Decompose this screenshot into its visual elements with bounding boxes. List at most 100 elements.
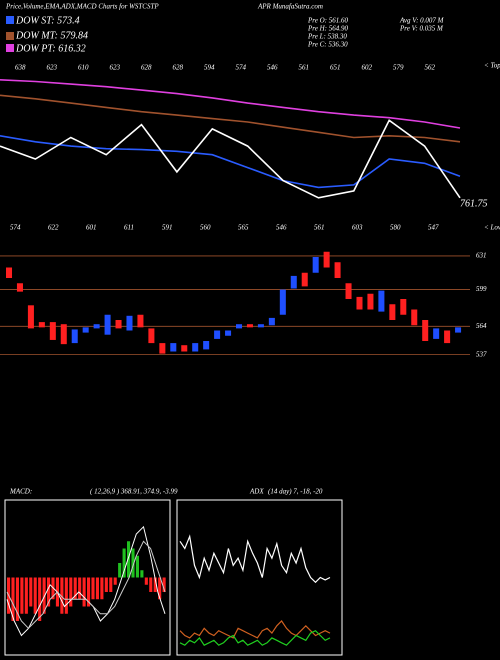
top-label: < Top	[484, 62, 500, 70]
candle-body	[104, 314, 111, 335]
macd-bar	[11, 577, 15, 621]
candle-body	[115, 320, 122, 329]
series-line	[0, 135, 461, 189]
macd-bar	[42, 577, 46, 614]
candle-body	[345, 283, 352, 299]
macd-bar	[69, 577, 73, 607]
macd-bar	[135, 555, 139, 578]
stat: Pre C: 536.30	[307, 41, 348, 49]
macd-bar	[82, 577, 86, 607]
candle-body	[27, 305, 34, 329]
candle-body	[268, 317, 275, 326]
candle-body	[82, 327, 89, 333]
price-label: 628	[173, 64, 184, 72]
price-label: 579	[393, 64, 404, 72]
macd-bar	[127, 541, 131, 578]
candle-body	[225, 330, 232, 336]
adx-frame	[176, 499, 343, 656]
legend-entry: DOW ST: 573.4	[15, 15, 80, 26]
series-line	[179, 534, 331, 584]
macd-bar	[153, 577, 157, 592]
candle-body	[312, 257, 319, 273]
macd-bar	[60, 577, 64, 614]
legend-swatch	[6, 16, 14, 24]
macd-bar	[158, 577, 162, 600]
macd-bar	[100, 577, 104, 600]
candle-body	[93, 324, 100, 329]
legend-swatch	[6, 44, 14, 52]
price-label: 602	[362, 64, 373, 72]
price-label: 628	[141, 64, 152, 72]
macd-bar	[113, 577, 117, 585]
y-tick-label: 631	[476, 252, 487, 260]
candle-body	[455, 327, 462, 333]
candle-body	[236, 324, 243, 329]
series-line	[179, 629, 331, 646]
macd-bar	[24, 577, 28, 614]
macd-bar	[20, 577, 24, 614]
candle-body	[279, 289, 286, 315]
candle-body	[203, 341, 210, 350]
legend-entry: DOW PT: 616.32	[15, 43, 86, 54]
candle-body	[137, 314, 144, 328]
series-line	[6, 540, 166, 630]
macd-bar	[162, 577, 166, 592]
price-label: 601	[86, 224, 97, 232]
candle-body	[71, 329, 78, 344]
candle-body	[433, 328, 440, 339]
candle-body	[6, 267, 13, 278]
macd-bar	[87, 577, 91, 607]
adx-params: (14 day) 7, -18, -20	[268, 488, 323, 496]
candle-body	[257, 324, 264, 328]
price-label: 594	[204, 64, 215, 72]
adx-label: ADX	[249, 488, 264, 496]
price-label: 580	[390, 224, 401, 232]
price-label: 622	[48, 224, 59, 232]
macd-bar	[131, 548, 135, 578]
candle-body	[16, 283, 23, 292]
candle-body	[334, 262, 341, 278]
price-label: 638	[15, 64, 26, 72]
candle-body	[378, 290, 385, 312]
macd-bar	[38, 577, 42, 621]
macd-bar	[78, 577, 82, 600]
last-price: 761.75	[460, 198, 488, 209]
macd-bar	[118, 563, 122, 578]
candle-body	[356, 296, 363, 310]
lower-label: < Lower	[484, 224, 500, 232]
y-tick-label: 599	[476, 285, 487, 293]
macd-label: MACD:	[9, 488, 32, 496]
macd-bar	[109, 577, 113, 592]
macd-bar	[140, 570, 144, 578]
series-line	[179, 620, 331, 639]
price-label: 574	[236, 64, 247, 72]
macd-bar	[149, 577, 153, 592]
macd-bar	[122, 548, 126, 578]
legend-swatch	[6, 32, 14, 40]
price-label: 591	[162, 224, 173, 232]
stat: Pre H: 564.90	[307, 25, 348, 33]
macd-bar	[29, 577, 33, 607]
price-label: 603	[352, 224, 363, 232]
macd-bar	[73, 577, 77, 600]
legend-entry: DOW MT: 579.84	[15, 30, 88, 41]
stat: Pre V: 0.035 M	[399, 25, 444, 33]
macd-bar	[47, 577, 51, 607]
candle-body	[400, 299, 407, 315]
series-line	[0, 119, 461, 199]
candle-body	[422, 320, 429, 341]
price-label: 546	[267, 64, 278, 72]
candle-body	[389, 304, 396, 320]
candle-body	[301, 272, 308, 287]
price-label: 610	[78, 64, 89, 72]
candle-body	[444, 330, 451, 344]
y-tick-label: 537	[476, 350, 487, 358]
macd-bar	[15, 577, 19, 621]
title: Price,Volume,EMA,ADX,MACD Charts for WST…	[5, 3, 159, 11]
macd-params: ( 12,26,9 ) 368.91, 374.9, -3.99	[90, 488, 178, 496]
price-label: 547	[428, 224, 439, 232]
y-tick-label: 564	[476, 322, 487, 330]
candle-body	[214, 330, 221, 339]
price-label: 565	[238, 224, 249, 232]
price-label: 561	[314, 224, 325, 232]
